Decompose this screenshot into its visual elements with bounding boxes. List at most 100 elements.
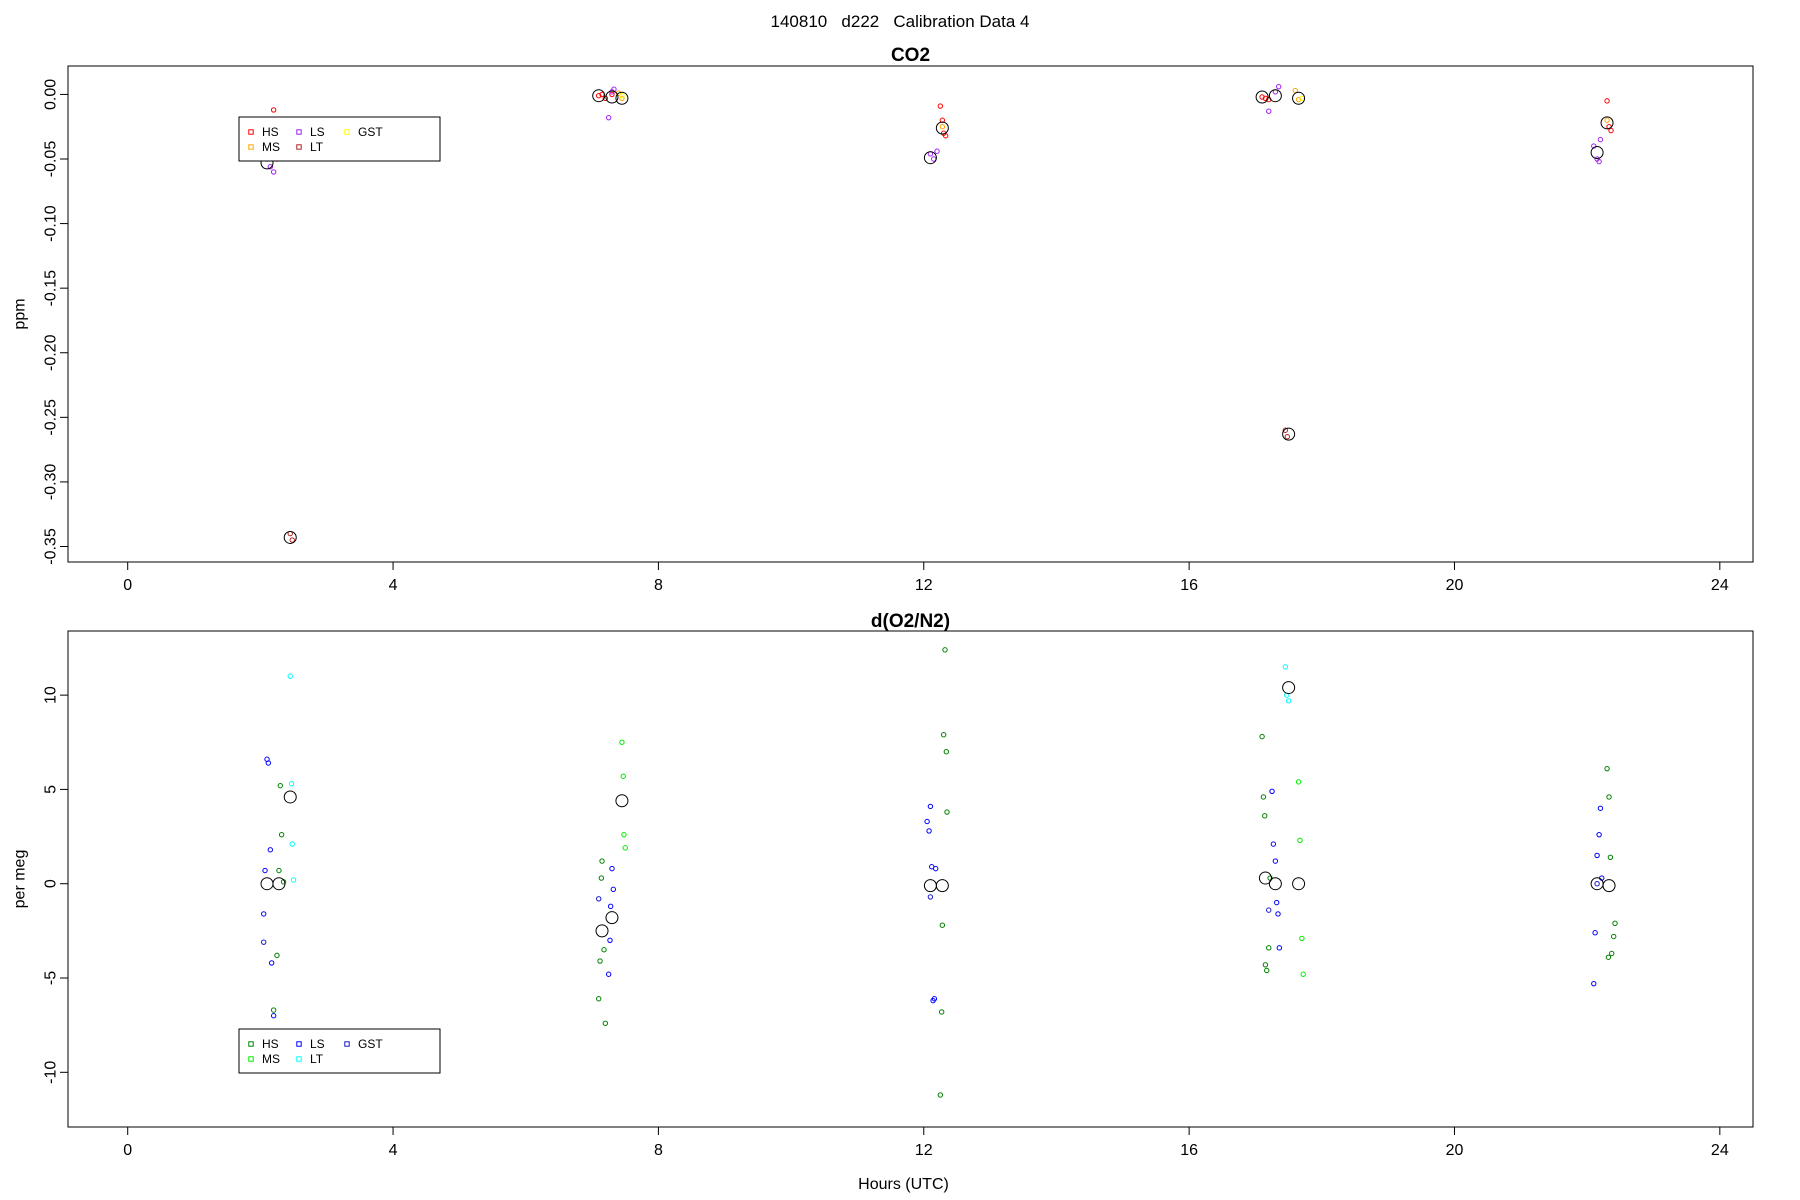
data-point	[944, 809, 950, 815]
legend-key	[296, 129, 302, 135]
data-point	[942, 647, 948, 653]
data-point	[622, 845, 628, 851]
series-mean	[260, 681, 1616, 938]
mean-point	[283, 790, 297, 804]
legend-label: MS	[262, 1052, 280, 1066]
mean-point	[1292, 91, 1306, 105]
data-point	[1264, 967, 1270, 974]
data-point	[934, 148, 940, 154]
data-point	[621, 831, 627, 838]
data-point	[938, 1009, 945, 1015]
data-point	[605, 971, 612, 977]
series-ms	[615, 87, 1610, 130]
legend-key	[296, 144, 302, 150]
mean-point	[1282, 681, 1296, 695]
y-tick-label: -10	[43, 1061, 60, 1084]
data-point	[1276, 945, 1283, 951]
data-point	[1604, 765, 1610, 772]
mean-point	[923, 151, 937, 165]
y-tick-label: 0.00	[43, 79, 60, 110]
x-tick-label: 8	[654, 1142, 663, 1159]
data-point	[1610, 933, 1617, 940]
data-point	[1299, 935, 1305, 942]
mean-point	[595, 924, 609, 938]
data-point	[937, 1092, 944, 1098]
legend-box	[238, 1028, 441, 1074]
x-tick-label: 24	[1711, 577, 1729, 594]
legend-label: HS	[262, 125, 279, 139]
series-hs	[270, 647, 1618, 1098]
data-point	[289, 841, 295, 847]
data-point	[260, 939, 267, 945]
data-point	[1285, 698, 1292, 704]
data-point	[270, 1013, 277, 1019]
data-point	[597, 958, 603, 964]
x-tick-label: 0	[123, 577, 132, 594]
data-point	[1295, 779, 1302, 785]
legend-key	[248, 144, 254, 150]
mean-point	[935, 121, 949, 135]
x-axis-label: Hours (UTC)	[858, 1176, 949, 1193]
x-tick-label: 8	[654, 577, 663, 594]
mean-point	[1590, 146, 1604, 160]
data-point	[1300, 971, 1306, 977]
data-point	[1597, 805, 1604, 811]
x-tick-label: 24	[1711, 1142, 1729, 1159]
panel-1: CO2 0 4 8 12 16 20 24 0.00 -0.05 -0.10 -0.15 -0.20 -0…	[12, 45, 1754, 594]
data-point	[1282, 427, 1289, 433]
data-point	[1596, 831, 1602, 838]
data-point	[278, 831, 285, 838]
panel-title: d(O2/N2)	[871, 611, 950, 632]
mean-point	[605, 911, 619, 925]
data-point	[619, 739, 625, 745]
legend-key	[344, 1041, 350, 1047]
mean-point	[1268, 89, 1282, 103]
series-mean	[260, 89, 1614, 544]
figure-title: 140810 d222 Calibration Data 4	[770, 12, 1030, 31]
data-point	[1262, 962, 1269, 968]
mean-point	[615, 91, 629, 105]
data-point	[270, 169, 277, 175]
x-tick-label: 4	[389, 577, 398, 594]
x-tick-label: 16	[1180, 1142, 1198, 1159]
panel-title: CO2	[891, 45, 930, 66]
y-tick-label: 10	[43, 686, 60, 704]
x-tick-label: 20	[1446, 1142, 1464, 1159]
mean-point	[1268, 877, 1282, 891]
data-point	[924, 818, 930, 825]
legend-key	[296, 1056, 302, 1062]
panel-2: d(O2/N2) 0 4 8 12 16 20 24 10 5 0 -5 -10 per meg Hours…	[12, 611, 1754, 1193]
series-gst	[260, 881, 1600, 945]
mean-point	[1255, 90, 1269, 104]
data-point	[1591, 980, 1597, 987]
data-point	[1259, 733, 1265, 740]
series-ls	[260, 756, 1605, 1019]
y-tick-label: 0	[43, 879, 60, 888]
y-tick-label: -0.25	[43, 399, 60, 436]
y-axis-label: per meg	[12, 850, 29, 909]
legend-label: HS	[262, 1037, 279, 1051]
mean-point	[592, 89, 606, 103]
series-ls	[264, 83, 1604, 175]
data-point	[1594, 881, 1600, 887]
data-point	[1269, 788, 1275, 795]
data-point	[927, 803, 934, 810]
data-point	[287, 673, 293, 679]
data-point	[1284, 434, 1291, 440]
data-point	[270, 1007, 277, 1013]
x-tick-label: 4	[389, 1142, 398, 1159]
data-point	[1594, 852, 1600, 859]
y-tick-label: 5	[43, 785, 60, 794]
legend-key	[248, 1056, 254, 1062]
data-point	[1275, 83, 1282, 90]
mean-point	[1602, 879, 1616, 893]
data-point	[939, 124, 946, 130]
data-point	[605, 114, 612, 121]
data-point	[596, 896, 602, 902]
x-tick-label: 0	[123, 1142, 132, 1159]
data-point	[267, 164, 274, 170]
data-point	[602, 1020, 609, 1026]
data-point	[1607, 854, 1614, 861]
